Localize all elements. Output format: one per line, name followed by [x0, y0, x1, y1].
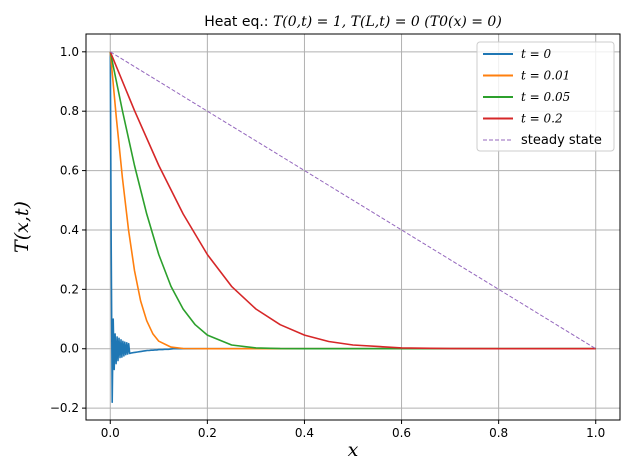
chart-title-prefix: Heat eq.: — [204, 14, 273, 30]
legend-label: steady state — [521, 133, 602, 148]
legend-label: t = 0.2 — [521, 112, 563, 126]
y-tick-label: 0.6 — [60, 164, 79, 178]
legend: t = 0 t = 0.01 t = 0.05 t = 0.2 steady state — [476, 41, 615, 152]
series-line-4 — [110, 51, 596, 350]
y-tick-label: 0.8 — [60, 104, 79, 118]
x-axis-label: x — [348, 439, 359, 461]
x-tick-label: 0.2 — [198, 426, 217, 440]
series-line-2 — [109, 51, 596, 350]
x-tick-label: 0.8 — [489, 426, 508, 440]
y-axis-label: T(x,t) — [11, 201, 33, 253]
y-tick-label: 1.0 — [60, 45, 79, 59]
y-tick-label: −0.2 — [50, 401, 79, 415]
series-line-3 — [109, 51, 596, 350]
x-tick-label: 0.6 — [392, 426, 411, 440]
y-tick-label: 0.4 — [60, 223, 79, 237]
ticks: 0.0 0.2 0.4 0.6 0.8 1.0 −0.2 0.0 0.2 0.4 0.6 0.8 1.0 — [50, 45, 605, 440]
chart-title-math: T(0,t) = 1, T(L,t) = 0 (T0(x) = 0) — [273, 14, 502, 30]
x-tick-label: 0.0 — [101, 426, 120, 440]
legend-label: t = 0 — [521, 47, 552, 61]
series-lines — [109, 51, 596, 404]
chart-title: Heat eq.: T(0,t) = 1, T(L,t) = 0 (T0(x) … — [204, 14, 502, 30]
plot-frame — [85, 33, 621, 421]
series-line-0 — [109, 51, 596, 404]
y-tick-label: 0.2 — [60, 282, 79, 296]
legend-label: t = 0.01 — [521, 69, 570, 83]
legend-box — [476, 41, 615, 152]
y-tick-label: 0.0 — [60, 342, 79, 356]
x-tick-label: 0.4 — [295, 426, 314, 440]
x-tick-label: 1.0 — [586, 426, 605, 440]
legend-label: t = 0.05 — [521, 90, 570, 104]
